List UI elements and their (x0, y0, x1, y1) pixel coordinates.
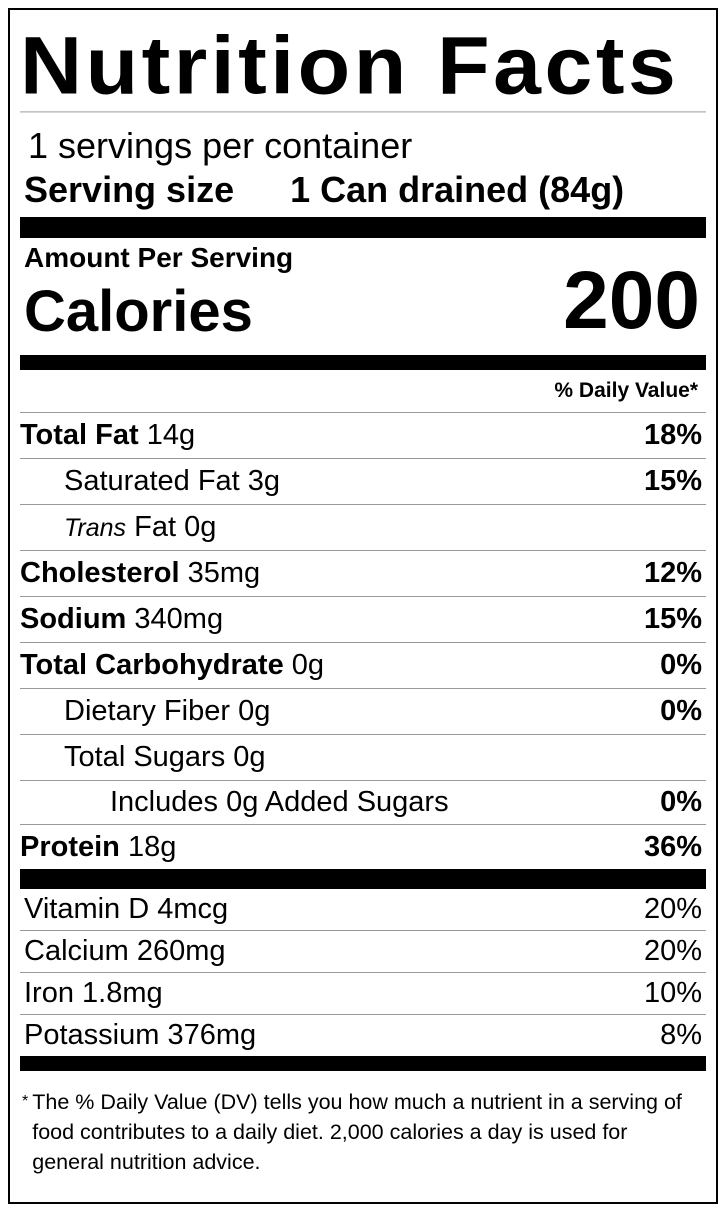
nutrient-dv: 18% (643, 419, 702, 451)
footnote-asterisk: * (22, 1093, 29, 1110)
nutrient-dv: 15% (643, 465, 702, 497)
vitamin-row-iron: Iron 1.8mg 10% (20, 973, 706, 1015)
nutrient-amount: 3g (247, 465, 281, 497)
nutrient-row-total-carbohydrate: Total Carbohydrate 0g 0% (20, 643, 706, 689)
nutrient-dv: 15% (643, 603, 702, 635)
nutrient-row-sodium: Sodium 340mg 15% (20, 597, 706, 643)
vitamin-row-calcium: Calcium 260mg 20% (20, 931, 706, 973)
nutrient-amount: 14g (146, 419, 196, 451)
nutrient-name: Sodium (20, 603, 127, 635)
serving-size: Serving size 1 Can drained (84g) (20, 165, 706, 217)
nutrition-facts-label: Nutrition Facts 1 servings per container… (8, 8, 718, 1204)
serving-size-label: Serving size (24, 169, 235, 210)
nutrient-row-saturated-fat: Saturated Fat 3g 15% (20, 459, 706, 505)
calories-label: Calories (24, 279, 253, 344)
thick-divider (20, 1056, 706, 1071)
vitamin-row-vitamin-d: Vitamin D 4mcg 20% (20, 889, 706, 931)
nutrient-name: Cholesterol (20, 557, 180, 589)
vitamin-dv: 20% (643, 935, 702, 967)
nutrient-name: Protein (20, 830, 120, 863)
nutrient-dv: 0% (660, 695, 702, 727)
vitamin-amount: 376mg (167, 1019, 257, 1051)
footnote: * The % Daily Value (DV) tells you how m… (20, 1071, 706, 1177)
amount-per-serving: Amount Per Serving (24, 242, 294, 273)
nutrient-amount: 18g (127, 830, 177, 863)
thick-divider (20, 217, 706, 238)
vitamin-dv: 10% (643, 977, 702, 1009)
vitamin-row-potassium: Potassium 376mg 8% (20, 1015, 706, 1056)
nutrient-amount: 0g (233, 741, 266, 773)
nutrient-dv: 0% (660, 786, 702, 818)
nutrient-row-dietary-fiber: Dietary Fiber 0g 0% (20, 689, 706, 735)
nutrient-row-cholesterol: Cholesterol 35mg 12% (20, 551, 706, 597)
nutrient-row-total-sugars: Total Sugars 0g (20, 735, 706, 781)
vitamin-amount: 4mcg (157, 893, 229, 925)
nutrient-amount: 340mg (134, 603, 224, 635)
calories-value: 200 (563, 255, 700, 346)
daily-value-header: % Daily Value* (20, 370, 706, 413)
nutrient-name: Saturated Fat (64, 465, 240, 497)
thick-divider (20, 355, 706, 370)
nutrient-name: Total Carbohydrate (20, 649, 284, 681)
nutrient-name: Dietary Fiber (64, 695, 230, 727)
nutrient-row-added-sugars: Includes 0g Added Sugars 0% (20, 781, 706, 825)
vitamin-name: Iron (24, 977, 74, 1009)
nutrient-name: Includes 0g Added Sugars (110, 786, 449, 818)
nutrient-name: Trans (64, 514, 127, 542)
nutrient-amount: 0g (184, 511, 217, 543)
nutrient-name-suffix: Fat (134, 511, 177, 543)
servings-per-container: 1 servings per container (28, 125, 413, 166)
nutrient-amount: 0g (238, 695, 271, 727)
calories-section: Amount Per Serving Calories 200 (20, 238, 706, 355)
vitamin-amount: 1.8mg (82, 977, 163, 1009)
serving-size-value: 1 Can drained (84g) (290, 169, 625, 210)
nutrient-dv: 0% (660, 649, 702, 681)
footnote-text: The % Daily Value (DV) tells you how muc… (32, 1090, 682, 1174)
vitamin-amount: 260mg (136, 935, 226, 967)
nutrient-row-total-fat: Total Fat 14g 18% (20, 413, 706, 459)
nutrient-amount: 35mg (187, 557, 261, 589)
label-title: Nutrition Facts (20, 13, 706, 113)
vitamin-name: Vitamin D (24, 893, 150, 925)
nutrient-row-trans-fat: Trans Fat 0g (20, 505, 706, 551)
thick-divider (20, 869, 706, 889)
nutrient-row-protein: Protein 18g 36% (20, 825, 706, 869)
vitamin-dv: 20% (643, 893, 702, 925)
vitamin-name: Potassium (24, 1019, 160, 1051)
vitamin-dv: 8% (660, 1019, 702, 1051)
vitamin-name: Calcium (24, 935, 129, 967)
nutrient-dv: 12% (643, 557, 702, 589)
nutrient-dv: 36% (643, 830, 702, 863)
nutrient-name: Total Sugars (64, 741, 226, 773)
nutrient-amount: 0g (291, 649, 325, 681)
nutrient-name: Total Fat (20, 419, 139, 451)
